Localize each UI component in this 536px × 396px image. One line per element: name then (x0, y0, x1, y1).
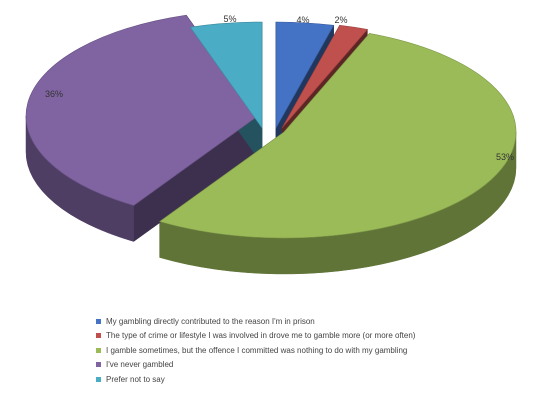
legend-label: I gamble sometimes, but the offence I co… (106, 345, 408, 355)
legend-item: The type of crime or lifestyle I was inv… (96, 329, 415, 344)
legend-label: The type of crime or lifestyle I was inv… (106, 331, 416, 341)
pie-slice (159, 33, 517, 239)
slice-label: 2% (334, 15, 347, 25)
pie-slice (275, 21, 335, 130)
pie-slice (25, 14, 259, 206)
legend-swatch (96, 318, 101, 324)
pie-chart: 4% 2% 53% 36% 5% (25, 14, 517, 275)
legend-item: I've never gambled (96, 358, 415, 373)
legend-item: My gambling directly contributed to the … (96, 314, 415, 329)
legend-swatch (96, 362, 101, 368)
legend-swatch (96, 333, 101, 339)
legend-label: My gambling directly contributed to the … (106, 316, 315, 326)
pie-slice (281, 25, 368, 129)
slice-label: 36% (45, 89, 63, 99)
slice-label: 53% (496, 152, 514, 162)
legend-swatch (96, 376, 101, 382)
legend-item: I gamble sometimes, but the offence I co… (96, 343, 415, 358)
pie-slice (189, 21, 263, 129)
legend-swatch (96, 347, 101, 353)
legend-label: I've never gambled (106, 360, 174, 370)
slice-label: 5% (223, 14, 236, 24)
legend-label: Prefer not to say (106, 374, 165, 384)
legend-item: Prefer not to say (96, 372, 415, 387)
slice-label: 4% (296, 15, 309, 25)
legend: My gambling directly contributed to the … (96, 314, 415, 387)
